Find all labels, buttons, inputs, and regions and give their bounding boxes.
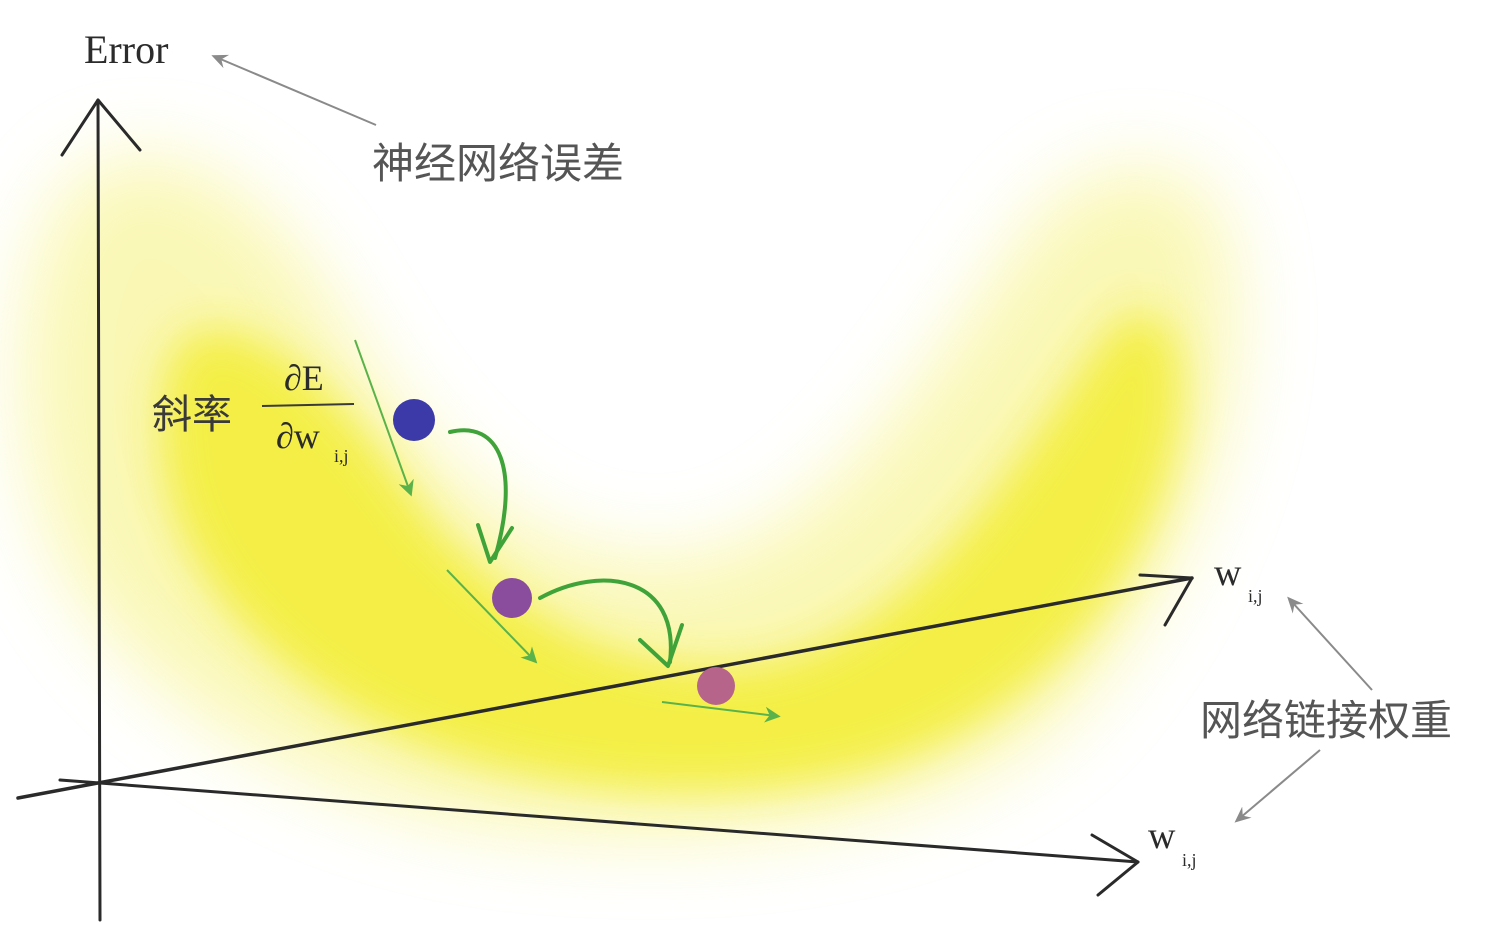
weight-axis-upper-line	[16, 576, 1194, 800]
weight-axis-lower-line	[58, 778, 1140, 864]
error-label-pointer	[211, 54, 377, 126]
descent-ball-2	[492, 578, 532, 618]
partial-denominator: ∂w	[276, 416, 320, 456]
descent-ball-3	[697, 667, 735, 705]
weight-axis-lower-subscript: i,j	[1182, 850, 1197, 870]
step-arrows	[448, 428, 684, 668]
step-arrow-2	[538, 578, 673, 664]
gradient-arrows	[354, 339, 781, 723]
network-error-label: 神经网络误差	[372, 139, 624, 188]
weight-label-pointer-down	[1234, 749, 1321, 823]
partial-subscript: i,j	[334, 446, 349, 466]
gradient-arrow-3	[661, 701, 781, 723]
axes	[16, 98, 1194, 922]
weight-axis-lower-label: w i,j	[1148, 815, 1197, 870]
partial-derivative: ∂E ∂w i,j	[261, 358, 355, 466]
step-arrow-1	[448, 428, 508, 560]
descent-points	[393, 399, 735, 705]
weight-axis-lower-arrowhead	[1090, 833, 1140, 897]
weight-label-pointer-up	[1287, 596, 1373, 691]
weight-axis-lower-symbol: w	[1148, 815, 1176, 857]
slope-label: 斜率	[152, 392, 232, 438]
descent-ball-1	[393, 399, 435, 441]
step-arrow-2-head	[638, 623, 684, 668]
gradient-arrow-1	[354, 339, 414, 497]
gradient-arrow-2	[446, 569, 538, 664]
error-surface	[22, 156, 1235, 837]
label-pointers	[211, 54, 1373, 823]
error-axis-label: Error	[84, 27, 168, 72]
error-axis-arrowhead	[60, 98, 142, 157]
error-surface-inner	[160, 312, 1182, 793]
partial-numerator: ∂E	[284, 358, 324, 398]
step-arrow-1-head	[476, 523, 514, 564]
weight-axis-upper-arrowhead	[1138, 573, 1194, 627]
error-axis-line	[96, 98, 102, 922]
weight-axis-upper-symbol: w	[1214, 552, 1242, 594]
link-weights-label: 网络链接权重	[1200, 696, 1452, 745]
weight-axis-upper-subscript: i,j	[1248, 586, 1263, 606]
fraction-bar	[261, 403, 355, 407]
weight-axis-upper-label: w i,j	[1214, 552, 1263, 606]
